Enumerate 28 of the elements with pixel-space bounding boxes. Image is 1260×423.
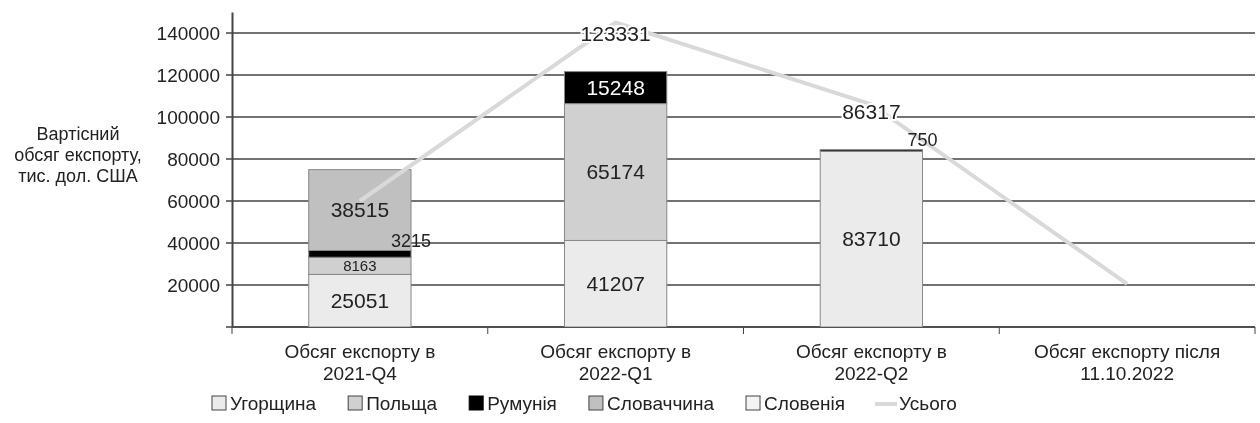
y-tick-label: 140000 bbox=[156, 22, 220, 44]
legend-label: Усього bbox=[899, 393, 957, 414]
x-tick-label: Обсяг експорту після 11.10.2022 bbox=[1034, 341, 1221, 384]
y-axis-title: Вартісний обсяг експорту, тис. дол. США bbox=[14, 124, 142, 186]
data-label: 3215 bbox=[391, 230, 432, 251]
legend-label: Словаччина bbox=[606, 393, 715, 414]
x-tick-label: Обсяг експорту в 2022-Q1 bbox=[540, 341, 692, 384]
x-tick-label: Обсяг експорту в 2021-Q4 bbox=[284, 341, 436, 384]
legend-label: Польща bbox=[366, 393, 438, 414]
y-tick-label: 100000 bbox=[156, 106, 220, 128]
data-label: 25051 bbox=[330, 289, 390, 313]
data-label: 41207 bbox=[586, 272, 645, 296]
data-label: 750 bbox=[907, 129, 938, 150]
bar bbox=[819, 150, 924, 327]
y-tick-label: 120000 bbox=[156, 64, 220, 86]
y-tick-label: 60000 bbox=[167, 190, 220, 212]
data-label: 38515 bbox=[330, 198, 390, 222]
data-label: 8163 bbox=[343, 257, 377, 275]
legend-label: Словенія bbox=[764, 393, 846, 414]
legend-label: Румунія bbox=[487, 393, 557, 414]
y-tick-label: 20000 bbox=[167, 274, 220, 296]
y-tick-label: 40000 bbox=[167, 232, 220, 254]
y-tick-label: 80000 bbox=[167, 148, 220, 170]
x-tick-label: Обсяг експорту в 2022-Q2 bbox=[795, 341, 947, 384]
data-label: 83710 bbox=[842, 227, 901, 251]
data-label: 15248 bbox=[586, 75, 645, 99]
data-label: 65174 bbox=[586, 160, 646, 184]
legend-label: Угорщина bbox=[230, 393, 317, 414]
